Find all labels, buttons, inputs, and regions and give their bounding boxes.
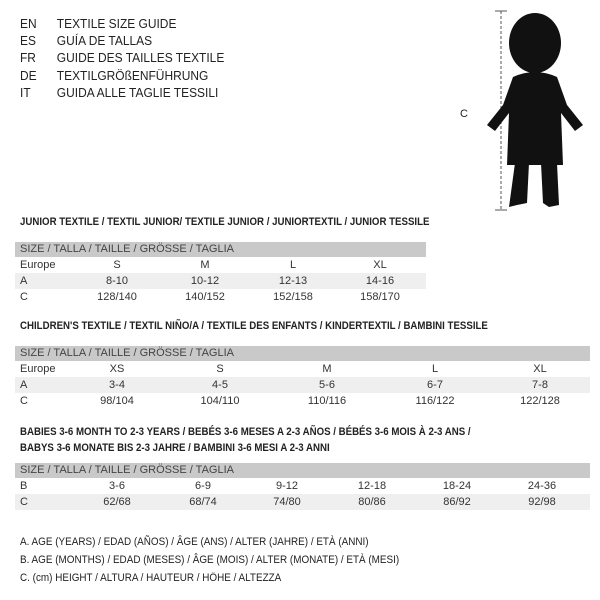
table-cell: 5-6 bbox=[319, 379, 335, 391]
table-cell: 158/170 bbox=[360, 291, 400, 303]
table-cell: 104/110 bbox=[200, 395, 240, 407]
table-cell: XL bbox=[533, 363, 547, 375]
table-row: Europe XS S M L XL bbox=[15, 361, 590, 377]
table-cell: 24-36 bbox=[527, 480, 557, 492]
table-cell: 8-10 bbox=[105, 275, 129, 287]
figure-label: C bbox=[460, 108, 468, 120]
table-cell: 92/98 bbox=[528, 496, 556, 508]
row-label: B bbox=[20, 480, 28, 492]
row-label: A bbox=[20, 275, 28, 287]
language-code: DE bbox=[20, 67, 37, 83]
table-cell: 7-8 bbox=[532, 379, 548, 391]
legend-b: B. AGE (MONTHS) / EDAD (MESES) / ÂGE (MO… bbox=[20, 554, 400, 566]
table-cell: S bbox=[113, 259, 121, 271]
title-text: TEXTILE SIZE GUIDE bbox=[56, 16, 177, 31]
row-label: C bbox=[20, 395, 28, 407]
children-size-table: SIZE / TALLA / TAILLE / GRÖSSE / TAGLIA E… bbox=[15, 346, 590, 409]
table-cell: 80/86 bbox=[358, 496, 386, 508]
children-heading: CHILDREN'S TEXTILE / TEXTIL NIÑO/A / TEX… bbox=[20, 320, 488, 332]
junior-size-table: SIZE / TALLA / TAILLE / GRÖSSE / TAGLIA E… bbox=[15, 242, 426, 305]
babies-size-table: SIZE / TALLA / TAILLE / GRÖSSE / TAGLIA B… bbox=[15, 463, 590, 510]
table-cell: 128/140 bbox=[97, 291, 137, 303]
table-cell: 6-7 bbox=[427, 379, 443, 391]
row-label: Europe bbox=[20, 363, 56, 375]
language-code: ES bbox=[20, 33, 36, 49]
row-label: C bbox=[20, 496, 28, 508]
table-cell: XS bbox=[109, 363, 125, 375]
table-cell: 122/128 bbox=[520, 395, 560, 407]
legend-c: C. (cm) HEIGHT / ALTURA / HAUTEUR / HÖHE… bbox=[20, 572, 282, 584]
row-label: A bbox=[20, 379, 28, 391]
table-cell: 68/74 bbox=[189, 496, 217, 508]
language-code: EN bbox=[20, 16, 37, 31]
table-cell: 4-5 bbox=[212, 379, 228, 391]
size-header: SIZE / TALLA / TAILLE / GRÖSSE / TAGLIA bbox=[15, 346, 590, 361]
table-row: A 3-4 4-5 5-6 6-7 7-8 bbox=[15, 377, 590, 393]
table-cell: 110/116 bbox=[307, 395, 347, 407]
legend-a: A. AGE (YEARS) / EDAD (AÑOS) / ÂGE (ANS)… bbox=[20, 536, 369, 548]
junior-heading: JUNIOR TEXTILE / TEXTIL JUNIOR/ TEXTILE … bbox=[20, 216, 430, 228]
table-cell: 152/158 bbox=[273, 291, 313, 303]
table-row: C 62/68 68/74 74/80 80/86 86/92 92/98 bbox=[15, 494, 590, 510]
language-code: IT bbox=[20, 84, 31, 100]
title-text: TEXTILGRÖßENFÜHRUNG bbox=[56, 67, 209, 83]
table-cell: 14-16 bbox=[365, 275, 395, 287]
size-header: SIZE / TALLA / TAILLE / GRÖSSE / TAGLIA bbox=[15, 463, 590, 478]
table-cell: 116/122 bbox=[415, 395, 455, 407]
row-label: Europe bbox=[20, 259, 56, 271]
table-cell: 98/104 bbox=[100, 395, 134, 407]
row-label: C bbox=[20, 291, 28, 303]
babies-heading-line1: BABIES 3-6 MONTH TO 2-3 YEARS / BEBÉS 3-… bbox=[20, 426, 471, 438]
babies-heading-line2: BABYS 3-6 MONATE BIS 2-3 JAHRE / BAMBINI… bbox=[20, 442, 330, 454]
table-cell: 86/92 bbox=[443, 496, 471, 508]
table-cell: 6-9 bbox=[195, 480, 211, 492]
table-cell: 3-4 bbox=[109, 379, 125, 391]
table-cell: M bbox=[200, 259, 210, 271]
table-cell: 18-24 bbox=[442, 480, 472, 492]
table-cell: 12-18 bbox=[357, 480, 387, 492]
table-row: Europe S M L XL bbox=[15, 257, 426, 273]
table-cell: XL bbox=[373, 259, 387, 271]
size-header: SIZE / TALLA / TAILLE / GRÖSSE / TAGLIA bbox=[15, 242, 426, 257]
child-height-figure: C bbox=[455, 5, 595, 215]
table-row: C 128/140 140/152 152/158 158/170 bbox=[15, 289, 426, 305]
table-cell: 12-13 bbox=[278, 275, 308, 287]
title-text: GUIDE DES TAILLES TEXTILE bbox=[56, 50, 225, 66]
table-cell: 62/68 bbox=[103, 496, 131, 508]
table-cell: 3-6 bbox=[109, 480, 125, 492]
language-code: FR bbox=[20, 50, 36, 66]
table-row: C 98/104 104/110 110/116 116/122 122/128 bbox=[15, 393, 590, 409]
table-cell: 9-12 bbox=[275, 480, 299, 492]
table-cell: L bbox=[289, 259, 297, 271]
table-row: B 3-6 6-9 9-12 12-18 18-24 24-36 bbox=[15, 478, 590, 494]
child-silhouette-icon bbox=[487, 10, 583, 211]
table-cell: S bbox=[216, 363, 224, 375]
title-text: GUIDA ALLE TAGLIE TESSILI bbox=[56, 84, 219, 100]
table-cell: 74/80 bbox=[273, 496, 301, 508]
table-cell: 140/152 bbox=[185, 291, 225, 303]
table-cell: L bbox=[431, 363, 439, 375]
table-cell: 10-12 bbox=[190, 275, 220, 287]
table-row: A 8-10 10-12 12-13 14-16 bbox=[15, 273, 426, 289]
title-text: GUÍA DE TALLAS bbox=[56, 33, 153, 49]
table-cell: M bbox=[322, 363, 332, 375]
